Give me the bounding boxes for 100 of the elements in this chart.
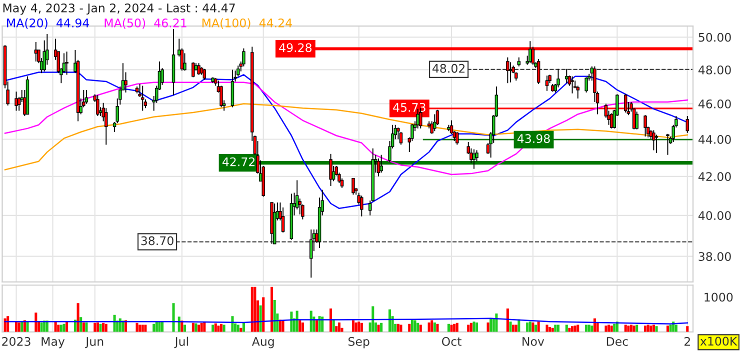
bar — [472, 322, 476, 332]
candlestick — [433, 114, 436, 132]
bar — [183, 324, 186, 332]
bar — [467, 324, 470, 332]
candlestick — [652, 130, 656, 151]
bar — [57, 324, 60, 332]
bar — [259, 305, 262, 332]
bar — [290, 312, 293, 332]
bar — [666, 326, 669, 332]
candlestick — [565, 68, 568, 84]
bar — [4, 318, 6, 332]
candlestick — [666, 133, 670, 156]
bar — [388, 309, 391, 332]
chart-title: May 4, 2023 - Jan 2, 2024 - Last : 44.47 — [3, 3, 235, 15]
candlestick — [570, 76, 574, 94]
bar — [335, 326, 338, 332]
bar — [138, 324, 142, 332]
bar — [254, 286, 256, 332]
bar — [532, 322, 534, 332]
bar — [509, 322, 512, 332]
bar — [512, 324, 515, 332]
bar — [486, 322, 490, 332]
line-series — [4, 103, 688, 170]
bar — [604, 326, 608, 332]
bar — [554, 324, 557, 332]
line-series — [4, 82, 688, 176]
bar — [408, 324, 411, 332]
text: x100K — [700, 336, 738, 346]
x-tick-label: 2 — [684, 336, 690, 346]
bar — [430, 320, 434, 332]
candlestick — [396, 127, 400, 140]
bar — [630, 324, 632, 332]
candlestick — [124, 72, 128, 94]
bar — [82, 322, 85, 332]
candlestick — [517, 56, 521, 67]
bar — [450, 324, 453, 332]
bar — [372, 306, 374, 332]
bar — [506, 308, 509, 332]
bar — [354, 322, 358, 332]
text: 1000 — [704, 292, 733, 302]
bar — [528, 322, 532, 332]
bar — [574, 326, 576, 332]
x-tick-label: 2023 — [2, 336, 30, 346]
bar — [380, 322, 383, 332]
bar — [585, 324, 588, 332]
bar — [556, 324, 560, 332]
bar — [590, 326, 594, 332]
bar — [596, 322, 599, 332]
x-tick-label: Dec — [606, 337, 628, 346]
candlestick — [380, 154, 383, 174]
ref-line-label: 49.28 — [279, 43, 312, 52]
candlestick — [686, 116, 690, 134]
bar — [172, 303, 175, 332]
bar — [650, 326, 652, 332]
bar — [236, 324, 240, 332]
bar — [161, 322, 164, 332]
bar — [396, 324, 400, 332]
bar — [624, 324, 627, 332]
bar — [104, 324, 108, 332]
bar — [613, 324, 616, 332]
x-tick-label: Jul — [174, 336, 188, 348]
candlestick — [536, 58, 540, 84]
bar — [632, 326, 636, 332]
bar — [298, 320, 302, 332]
text: MA(100) 44.24 — [202, 18, 292, 29]
y-tick-label: 40.00 — [698, 211, 731, 220]
candlestick — [352, 178, 355, 196]
bar — [155, 322, 158, 332]
bar — [220, 324, 223, 332]
candlestick — [183, 52, 186, 72]
bar — [270, 286, 274, 332]
bar — [94, 322, 96, 332]
candlestick — [141, 85, 144, 112]
bar — [652, 324, 655, 332]
bar — [514, 324, 518, 332]
bar — [686, 326, 689, 332]
bar — [80, 317, 82, 332]
candlestick — [399, 132, 403, 146]
candlestick — [197, 62, 200, 76]
bar — [655, 326, 658, 332]
x-tick-label: Sep — [348, 336, 370, 348]
bar — [548, 326, 552, 332]
bar — [152, 324, 156, 332]
bar — [644, 326, 647, 332]
bar — [674, 324, 678, 332]
text: MA(20) 44.94 — [7, 18, 90, 29]
bar — [447, 324, 450, 332]
bar — [99, 324, 102, 332]
bar — [203, 322, 206, 332]
bar — [416, 322, 420, 332]
bar — [534, 324, 538, 332]
x-tick-label: Aug — [252, 337, 274, 348]
y-tick-label: 42.00 — [698, 172, 731, 182]
bar — [414, 320, 416, 332]
bar — [34, 312, 38, 332]
bar — [453, 324, 456, 332]
bar — [627, 326, 630, 332]
ref-line-label: 38.70 — [141, 236, 174, 246]
bar — [141, 324, 144, 332]
bar — [192, 322, 194, 332]
